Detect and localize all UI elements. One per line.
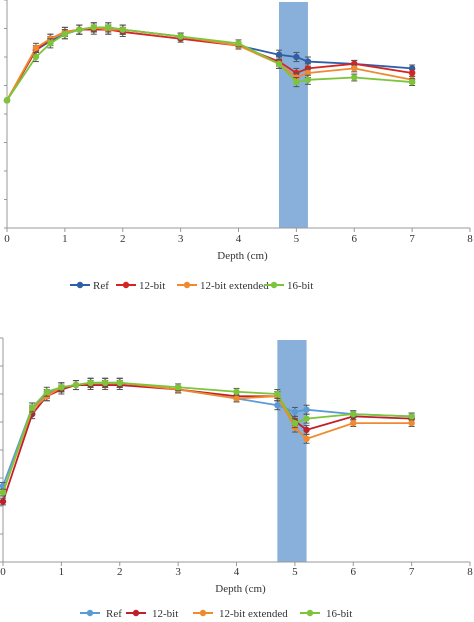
x-tick-label: 2 [117,566,123,578]
legend-label: 16-bit [287,280,313,292]
data-point [303,415,310,422]
data-point [32,44,40,52]
x-tick-label: 1 [59,566,65,578]
x-tick-label: 8 [467,233,473,245]
data-point [87,379,94,386]
data-point [351,65,358,72]
data-point [408,419,415,427]
x-tick-label: 3 [178,233,184,245]
data-point [350,410,357,418]
data-point [61,31,69,38]
x-tick-label: 6 [351,566,357,578]
x-tick-label: 0 [4,233,10,245]
data-point [408,69,416,77]
x-tick-label: 4 [234,566,240,578]
x-tick-label: 1 [62,233,68,245]
data-point [43,388,50,395]
legend-swatch-marker [183,281,191,289]
data-point [304,69,312,77]
data-point [293,78,300,86]
chart-panel-top: 0 1 2 3 4 5 6 7 8 Depth (cm) Ref 12-bit 12-bit exten… [3,0,473,292]
series-line [2,384,412,502]
data-point [101,379,109,386]
series-line [2,381,412,493]
data-point [72,381,80,389]
shaded-region [277,340,307,562]
data-point [275,60,283,68]
legend-swatch-marker [306,609,314,617]
series-16-bit [0,377,415,497]
x-axis-title: Depth (cm) [217,250,268,262]
data-point [0,498,7,505]
legend-label: 16-bit [326,608,352,620]
shaded-region [279,2,308,228]
series-12-bit [0,380,415,506]
legend-swatch-marker [76,281,84,289]
legend-label: 12-bit extended [200,280,269,292]
data-point [174,384,182,391]
data-point [90,24,98,31]
legend-label: 12-bit [152,608,178,620]
x-tick-label: 5 [294,233,300,245]
data-point [119,26,126,33]
legend: Ref 12-bit 12-bit extended 16-bit [80,608,352,620]
x-tick-label: 8 [467,566,473,578]
data-point [235,40,242,47]
data-point [275,51,283,58]
data-point [304,76,312,84]
x-tick-label: 0 [0,566,6,578]
series-16-bit [3,22,416,104]
x-tick-label: 5 [292,566,298,578]
data-point [105,24,112,31]
data-point [303,426,310,434]
series-line [2,381,412,487]
x-tick-label: 6 [352,233,358,245]
data-point [0,489,7,496]
data-point [274,402,281,409]
legend-swatch-marker [199,609,207,617]
data-point [303,435,310,442]
data-point [408,78,416,86]
legend-label: 12-bit [139,280,165,292]
series-12-bit-extended [0,377,415,497]
data-point [303,406,310,413]
data-point [293,53,300,61]
x-axis-title: Depth (cm) [215,583,266,595]
legend-swatch-marker [132,609,140,617]
x-tick-label: 2 [120,233,126,245]
data-point [32,53,40,61]
data-point [58,384,65,391]
legend-swatch-marker [86,609,94,617]
x-tick-label: 7 [409,566,415,578]
legend-swatch-marker [270,281,278,289]
data-point [291,408,299,416]
legend: Ref 12-bit 12-bit extended 16-bit [70,280,313,292]
data-point [28,404,36,411]
data-point [233,388,240,395]
data-point [177,33,184,40]
legend-label: Ref [106,608,122,620]
data-point [291,419,299,427]
data-point [47,40,54,47]
data-point [408,413,415,420]
x-tick-label: 7 [409,233,415,245]
data-point [233,395,240,402]
chart-panel-bottom: 0 1 2 3 4 5 6 7 8 Depth (cm) Ref 12-bit 12-bit exten… [0,337,473,620]
x-tick-label: 4 [236,233,242,245]
data-point [3,97,11,104]
data-point [116,379,123,386]
data-point [351,74,358,81]
legend-swatch-marker [122,281,130,289]
legend-label: 12-bit extended [219,608,288,620]
legend-label: Ref [93,280,109,292]
data-point [350,419,357,427]
data-point [76,26,83,33]
data-point [274,390,281,398]
series-line [2,381,412,493]
data-point [304,58,312,65]
series-ref [0,377,415,490]
x-tick-label: 3 [175,566,181,578]
